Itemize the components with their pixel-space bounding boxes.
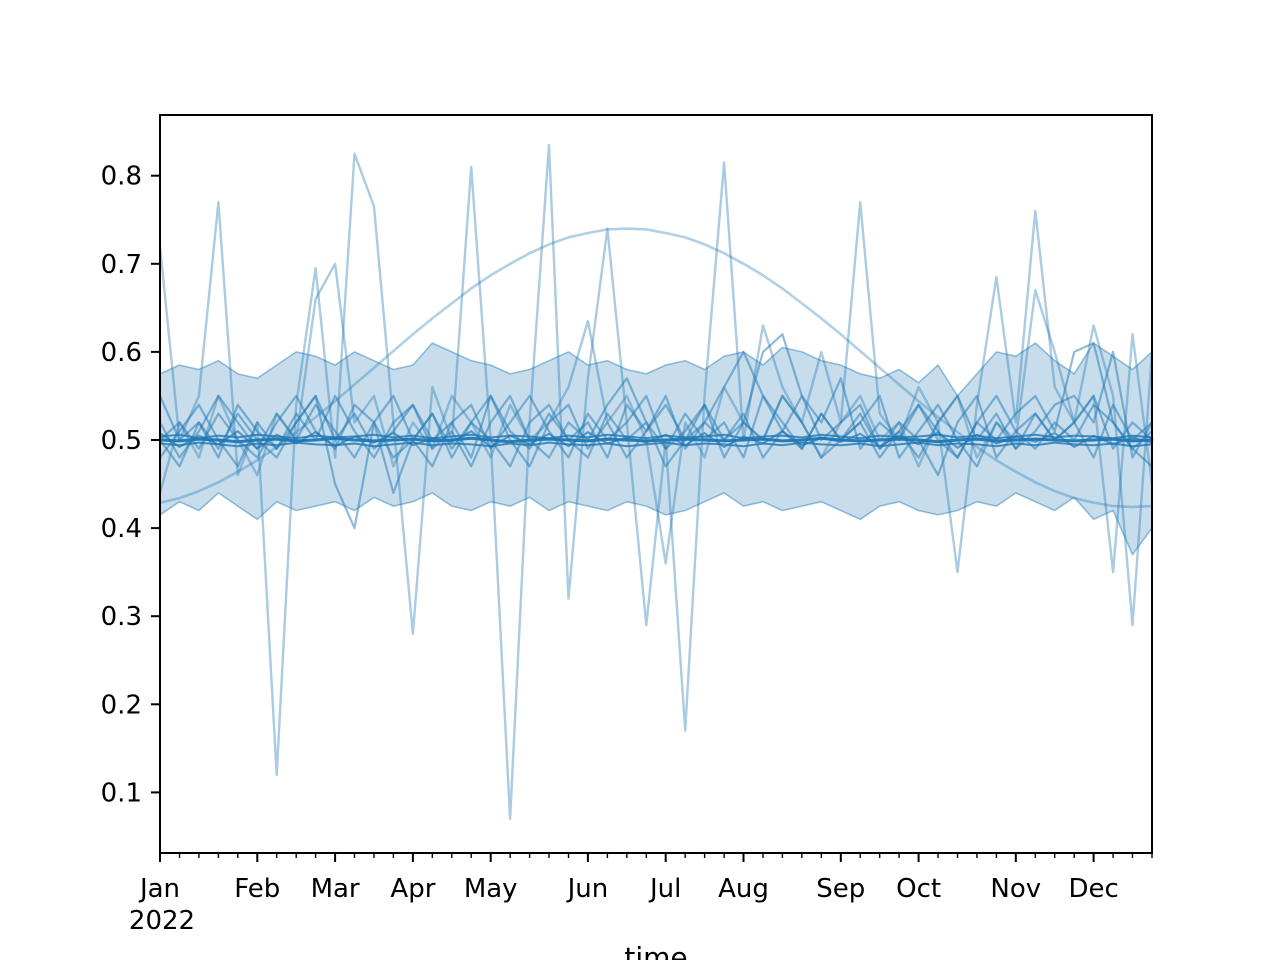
series-layer bbox=[158, 143, 1154, 820]
x-tick-label-sep: Sep bbox=[816, 874, 865, 904]
x-tick-label-jul: Jul bbox=[648, 874, 681, 904]
series-seasonal-smooth bbox=[158, 227, 1154, 509]
axes-layer: 0.1 0.2 0.3 0.4 0.5 0.6 0.7 0.8 Jan Feb Mar Apr May J… bbox=[101, 114, 1153, 936]
series-mean-line bbox=[158, 436, 1154, 444]
y-tick-label: 0.5 bbox=[101, 426, 142, 456]
plot-border bbox=[159, 114, 1153, 854]
x-tick-label-oct: Oct bbox=[896, 874, 941, 904]
y-tick-label: 0.4 bbox=[101, 514, 142, 544]
series-sample-spiky-1 bbox=[158, 143, 1154, 820]
x-tick-label-feb: Feb bbox=[234, 874, 280, 904]
series-sample-dark-2 bbox=[159, 441, 1153, 448]
x-tick-label-mar: Mar bbox=[311, 874, 360, 904]
y-tick-label: 0.1 bbox=[101, 778, 142, 808]
x-tick-label-nov: Nov bbox=[990, 874, 1041, 904]
series-sample-dark-1 bbox=[159, 433, 1153, 440]
x-tick-label-dec: Dec bbox=[1068, 874, 1118, 904]
y-tick-label: 0.6 bbox=[101, 338, 142, 368]
x-tick-label-aug: Aug bbox=[718, 874, 769, 904]
x-axis-label: time bbox=[624, 941, 687, 960]
x-tick-label-may: May bbox=[464, 874, 518, 904]
x-tick-label-jun: Jun bbox=[566, 874, 609, 904]
x-tick-label-jan: Jan bbox=[138, 874, 180, 904]
y-tick-label: 0.2 bbox=[101, 690, 142, 720]
y-tick-label: 0.3 bbox=[101, 602, 142, 632]
y-tick-label: 0.8 bbox=[101, 162, 142, 192]
x-tick-label-apr: Apr bbox=[390, 874, 435, 904]
y-tick-label: 0.7 bbox=[101, 250, 142, 280]
x-year-label: 2022 bbox=[129, 906, 195, 936]
